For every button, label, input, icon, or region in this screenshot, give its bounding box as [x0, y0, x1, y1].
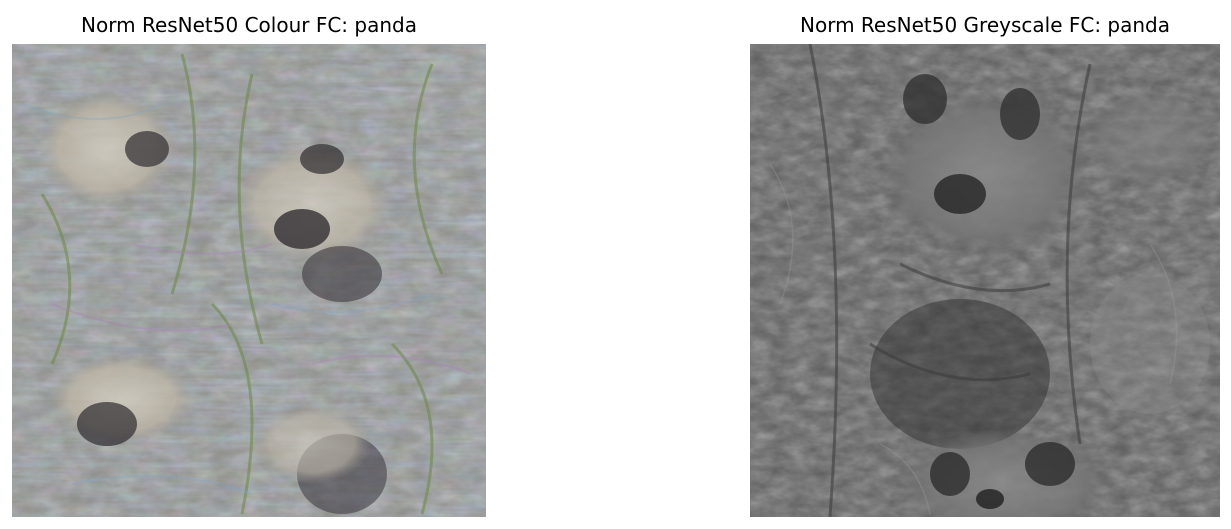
greyscale-feature-visualization-image — [750, 44, 1220, 517]
colour-feature-visualization-image — [12, 44, 486, 517]
right-panel-title: Norm ResNet50 Greyscale FC: panda — [800, 13, 1170, 37]
left-panel-title: Norm ResNet50 Colour FC: panda — [81, 13, 417, 37]
